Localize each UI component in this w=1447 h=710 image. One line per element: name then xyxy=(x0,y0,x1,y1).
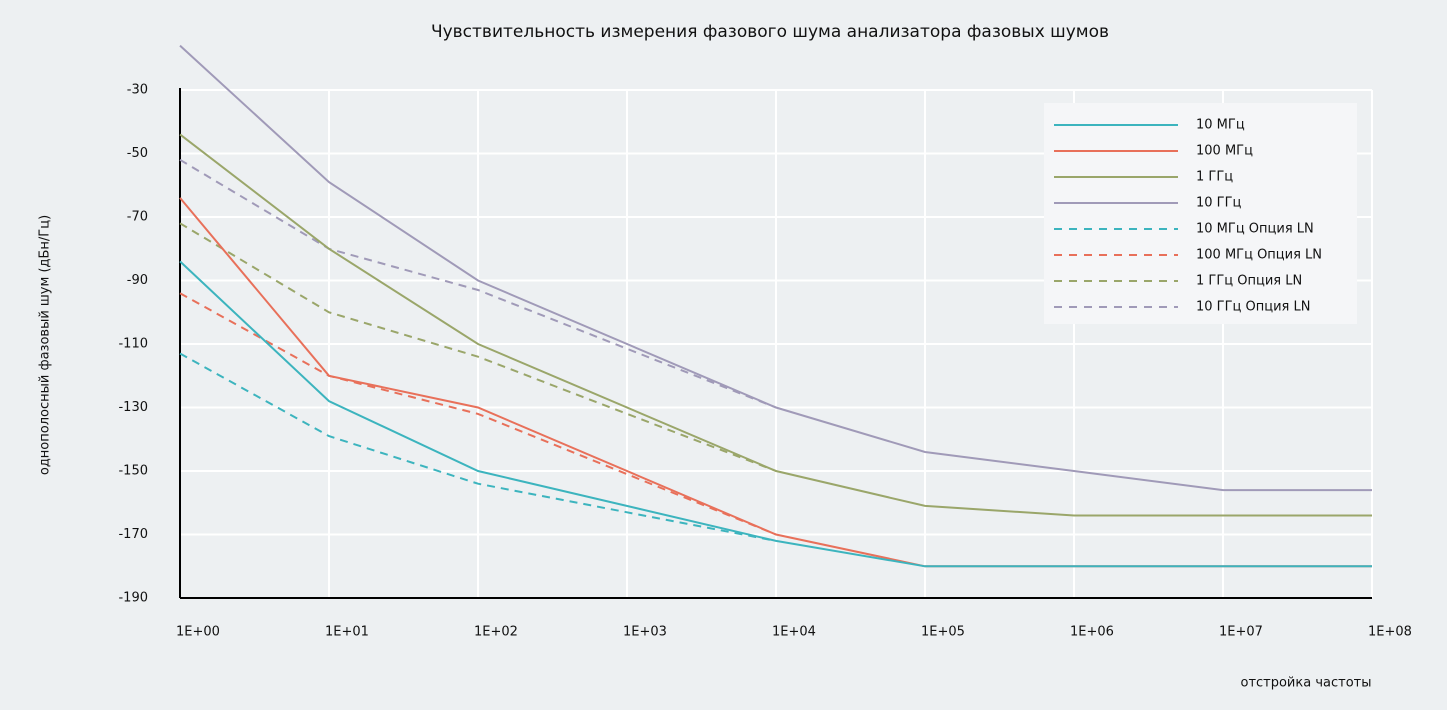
series-line xyxy=(179,133,1372,517)
y-tick-label: -190 xyxy=(118,591,148,606)
legend-label: 10 ГГц Опция LN xyxy=(1196,300,1310,315)
x-tick-label: 1E+08 xyxy=(1368,625,1412,640)
x-tick-label: 1E+05 xyxy=(921,625,965,640)
y-tick-label: -150 xyxy=(118,464,148,479)
x-axis-label: отстройка частоты xyxy=(1240,676,1371,691)
legend-label: 100 МГц Опция LN xyxy=(1196,248,1322,263)
legend-label: 1 ГГц Опция LN xyxy=(1196,274,1302,289)
legend-label: 100 МГц xyxy=(1196,144,1253,159)
x-tick-label: 1E+03 xyxy=(623,625,667,640)
legend-label: 1 ГГц xyxy=(1196,170,1233,185)
x-tick-label: 1E+00 xyxy=(176,625,220,640)
series-line xyxy=(179,260,1372,568)
x-tick-label: 1E+04 xyxy=(772,625,816,640)
y-tick-label: -110 xyxy=(118,337,148,352)
y-tick-label: -70 xyxy=(127,210,148,225)
series-line xyxy=(179,222,777,472)
chart-title: Чувствительность измерения фазового шума… xyxy=(431,22,1109,42)
y-tick-label: -30 xyxy=(127,83,148,98)
x-tick-label: 1E+06 xyxy=(1070,625,1114,640)
series-line xyxy=(179,44,1372,492)
y-tick-label: -50 xyxy=(127,146,148,161)
x-tick-label: 1E+01 xyxy=(325,625,369,640)
legend-box xyxy=(1044,103,1357,324)
series-line xyxy=(179,158,777,409)
y-tick-label: -130 xyxy=(118,400,148,415)
y-tick-label: -170 xyxy=(118,527,148,542)
y-tick-label: -90 xyxy=(127,273,148,288)
x-tick-label: 1E+07 xyxy=(1219,625,1263,640)
series-line xyxy=(179,352,777,542)
series-line xyxy=(179,292,777,536)
legend-label: 10 ГГц xyxy=(1196,196,1242,211)
y-axis-label: однополосный фазовый шум (дБн/Гц) xyxy=(38,215,53,475)
legend-label: 10 МГц xyxy=(1196,118,1245,133)
x-tick-label: 1E+02 xyxy=(474,625,518,640)
legend-label: 10 МГц Опция LN xyxy=(1196,222,1314,237)
